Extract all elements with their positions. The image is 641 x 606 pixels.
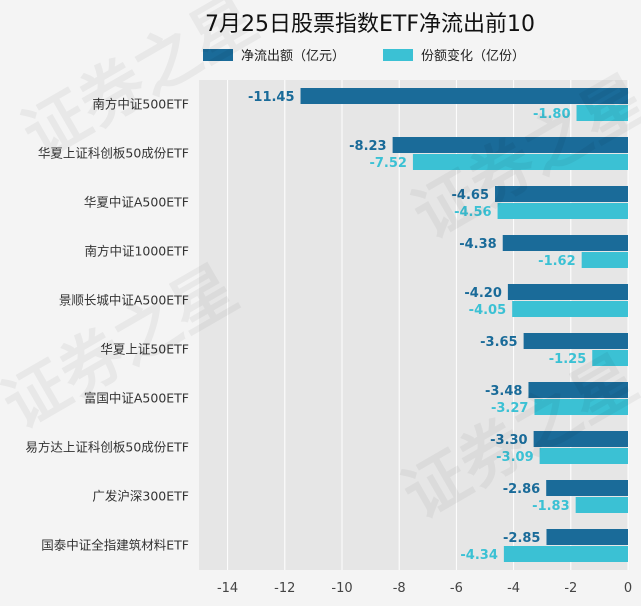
bar-net-outflow xyxy=(392,137,628,153)
data-label-net-outflow: -3.30 xyxy=(490,433,527,448)
bar-net-outflow xyxy=(300,88,628,104)
data-label-share-change: -1.80 xyxy=(533,107,570,122)
bar-share-change xyxy=(534,399,628,415)
chart-title: 7月25日股票指数ETF净流出前10 xyxy=(205,12,535,37)
bar-share-change xyxy=(576,105,628,121)
data-label-share-change: -4.05 xyxy=(469,303,506,318)
data-label-share-change: -3.27 xyxy=(491,401,528,416)
data-label-share-change: -7.52 xyxy=(369,156,406,171)
legend-swatch-share-change xyxy=(383,49,413,61)
category-label: 景顺长城中证A500ETF xyxy=(59,293,189,308)
bar-net-outflow xyxy=(523,333,628,349)
bars xyxy=(300,88,628,562)
data-label-net-outflow: -3.65 xyxy=(480,335,517,350)
data-label-net-outflow: -8.23 xyxy=(349,139,386,154)
data-label-share-change: -3.09 xyxy=(496,450,533,465)
legend-label-share-change: 份额变化（亿份） xyxy=(421,48,525,64)
bar-share-change xyxy=(503,546,628,562)
category-label: 南方中证1000ETF xyxy=(84,244,189,259)
x-tick-label: -8 xyxy=(393,581,406,596)
value-labels: -11.45 -1.80 -8.23 -7.52 -4.65 -4.56 -4.38 -1.6… xyxy=(248,90,586,563)
data-label-share-change: -1.83 xyxy=(532,499,569,514)
data-label-share-change: -1.25 xyxy=(549,352,586,367)
legend-label-net-outflow: 净流出额（亿元） xyxy=(241,49,345,64)
x-tick-label: 0 xyxy=(624,581,632,596)
bar-net-outflow xyxy=(507,284,628,300)
x-tick-label: -10 xyxy=(331,581,352,596)
bar-share-change xyxy=(497,203,628,219)
data-label-share-change: -4.56 xyxy=(454,205,491,220)
data-label-net-outflow: -4.38 xyxy=(459,237,496,252)
x-tick-label: -4 xyxy=(507,581,520,596)
category-label: 华夏上证科创板50成份ETF xyxy=(38,146,189,161)
category-label: 易方达上证科创板50成份ETF xyxy=(25,440,189,455)
bar-net-outflow xyxy=(546,480,628,496)
bar-share-change xyxy=(581,252,628,268)
bar-share-change xyxy=(539,448,628,464)
x-tick-label: -2 xyxy=(564,581,577,596)
data-label-net-outflow: -4.20 xyxy=(464,286,501,301)
data-label-net-outflow: -3.48 xyxy=(485,384,522,399)
x-tick-label: -12 xyxy=(274,581,295,596)
data-label-share-change: -1.62 xyxy=(538,254,575,269)
category-label: 国泰中证全指建筑材料ETF xyxy=(41,538,189,553)
bar-share-change xyxy=(512,301,628,317)
bar-share-change xyxy=(592,350,628,366)
bar-net-outflow xyxy=(533,431,628,447)
category-label: 华夏中证A500ETF xyxy=(84,195,189,210)
bar-net-outflow xyxy=(546,529,628,545)
category-label: 南方中证500ETF xyxy=(92,97,189,112)
data-label-net-outflow: -2.85 xyxy=(503,531,540,546)
legend-swatch-net-outflow xyxy=(203,49,233,61)
bar-net-outflow xyxy=(528,382,628,398)
category-label: 华夏上证50ETF xyxy=(100,342,189,357)
legend: 净流出额（亿元） 份额变化（亿份） xyxy=(203,48,525,64)
category-label: 富国中证A500ETF xyxy=(84,391,189,406)
data-label-net-outflow: -4.65 xyxy=(452,188,489,203)
bar-net-outflow xyxy=(502,235,628,251)
x-tick-label: -6 xyxy=(450,581,463,596)
data-label-net-outflow: -11.45 xyxy=(248,90,295,105)
bar-share-change xyxy=(575,497,628,513)
bar-net-outflow xyxy=(495,186,628,202)
data-label-net-outflow: -2.86 xyxy=(503,482,540,497)
x-tick-label: -14 xyxy=(217,581,238,596)
category-labels: 南方中证500ETF 华夏上证科创板50成份ETF 华夏中证A500ETF 南方中证1… xyxy=(25,97,189,553)
bar-share-change xyxy=(412,154,628,170)
data-label-share-change: -4.34 xyxy=(460,548,497,563)
x-tick-labels: -14 -12 -10 -8 -6 -4 -2 0 xyxy=(217,581,632,596)
category-label: 广发沪深300ETF xyxy=(92,489,189,504)
